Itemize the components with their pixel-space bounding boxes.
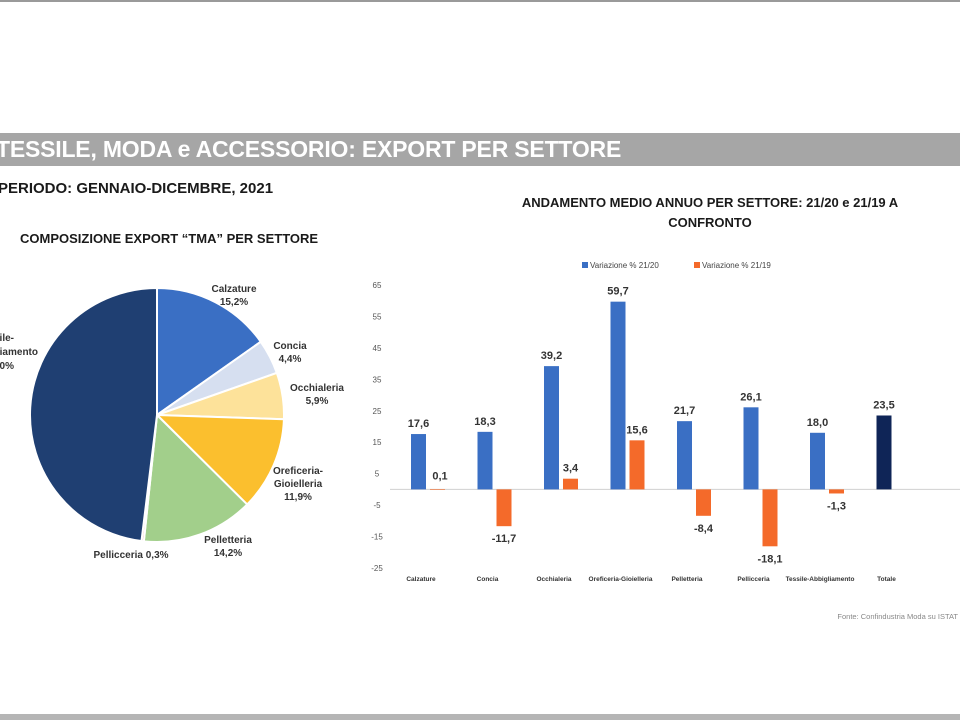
bar-data-label: 59,7	[607, 286, 628, 298]
y-tick-label: 45	[373, 344, 382, 353]
x-tick-label: Totale	[877, 576, 896, 583]
x-tick-label: Tessile-Abbigliamento	[786, 576, 855, 583]
legend-label: Variazione % 21/19	[702, 261, 771, 270]
y-tick-label: 55	[373, 312, 382, 321]
bar-21-19	[430, 489, 445, 490]
legend-swatch	[582, 262, 588, 268]
bar-data-label: 0,1	[432, 470, 447, 482]
bar-21-20	[677, 421, 692, 490]
pie-value-label: 4,4%	[279, 354, 302, 365]
y-tick-label: 35	[373, 375, 382, 384]
page-title: TESSILE, MODA e ACCESSORIO: EXPORT PER S…	[0, 136, 622, 162]
pie-label: Abbigliamento	[0, 347, 38, 358]
bar-21-20	[477, 431, 493, 490]
bar-data-label: 18,3	[474, 416, 495, 428]
y-tick-label: -15	[371, 533, 383, 542]
period-label: PERIODO: GENNAIO-DICEMBRE, 2021	[0, 180, 274, 197]
pie-value-label: 48,0%	[0, 361, 14, 372]
pie-value-label: 14,2%	[214, 548, 242, 559]
bar-data-label: -8,4	[694, 523, 714, 535]
pie-value-label: 15,2%	[220, 297, 248, 308]
bar-21-19	[696, 489, 711, 516]
bar-data-label: -18,1	[757, 553, 782, 565]
x-tick-label: Oreficeria-Gioielleria	[589, 576, 653, 583]
bar-21-20	[876, 415, 892, 490]
bar-21-19	[829, 489, 844, 494]
bar-chart-title: ANDAMENTO MEDIO ANNUO PER SETTORE: 21/20…	[521, 195, 899, 230]
pie-slice-calzature	[156, 286, 263, 417]
pie-label: Concia	[273, 341, 307, 352]
pie-label: Occhialeria	[290, 383, 344, 394]
pie-label: Gioielleria	[274, 479, 323, 490]
frame-top-line	[0, 0, 960, 2]
bar-21-20	[544, 366, 559, 490]
bar-data-label: -11,7	[492, 533, 516, 545]
bar-21-20	[610, 301, 626, 490]
y-tick-label: -25	[371, 564, 383, 573]
title-bar: TESSILE, MODA e ACCESSORIO: EXPORT PER S…	[0, 133, 960, 166]
pie-label: Pellicceria 0,3%	[93, 550, 168, 561]
pie-slice-oreficeria-gioielleria	[154, 413, 285, 506]
pie-label: Tessile-	[0, 333, 14, 344]
bar-data-label: 17,6	[408, 418, 429, 430]
bar-data-label: 26,1	[740, 391, 761, 403]
bar-data-label: -1,3	[827, 500, 846, 512]
bar-data-label: 23,5	[873, 399, 894, 411]
bar-21-20	[411, 434, 426, 490]
bar-21-20	[810, 432, 825, 490]
pie-value-label: 11,9%	[284, 492, 312, 503]
frame-bottom-line	[0, 714, 960, 720]
bar-data-label: 21,7	[674, 405, 695, 417]
bar-21-19	[496, 489, 512, 527]
pie-slice-tessile-abbigliamento	[29, 286, 158, 543]
pie-label: Oreficeria-	[273, 466, 323, 477]
bar-21-19	[563, 478, 578, 490]
bar-data-label: 3,4	[563, 463, 579, 475]
x-tick-label: Concia	[477, 576, 499, 583]
bar-21-19	[629, 440, 645, 490]
y-tick-label: 65	[373, 281, 382, 290]
source-note: Fonte: Confindustria Moda su ISTAT	[837, 612, 958, 621]
legend-label: Variazione % 21/20	[590, 261, 659, 270]
pie-label: Calzature	[211, 284, 256, 295]
legend-swatch	[694, 262, 700, 268]
x-tick-label: Calzature	[406, 576, 436, 583]
bar-21-20	[743, 407, 759, 490]
x-tick-label: Pelletteria	[671, 576, 702, 583]
y-tick-label: -5	[373, 501, 381, 510]
pie-value-label: 5,9%	[306, 396, 329, 407]
x-tick-label: Occhialeria	[536, 576, 571, 583]
y-tick-label: 25	[373, 407, 382, 416]
bar-data-label: 15,6	[626, 424, 647, 436]
y-tick-label: 5	[375, 470, 380, 479]
bar-21-19	[762, 489, 778, 547]
pie-slice-pelletteria	[142, 412, 249, 543]
y-tick-label: 15	[373, 438, 382, 447]
x-tick-label: Pellicceria	[737, 576, 770, 583]
bar-data-label: 39,2	[541, 350, 562, 362]
pie-label: Pelletteria	[204, 535, 252, 546]
pie-chart-title: COMPOSIZIONE EXPORT “TMA” PER SETTORE	[20, 231, 319, 246]
bar-data-label: 18,0	[807, 417, 828, 429]
